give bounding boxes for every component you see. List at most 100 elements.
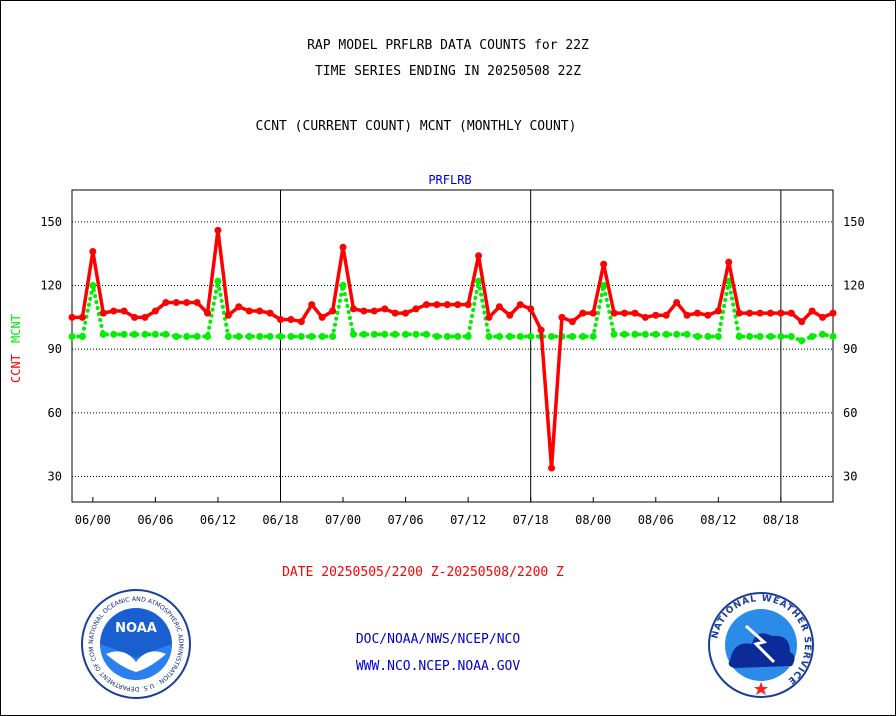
data-point-ccnt-36 bbox=[443, 301, 451, 309]
plot-frame bbox=[71, 189, 834, 503]
data-point-mcnt-46 bbox=[548, 332, 556, 340]
data-point-mcnt-68 bbox=[777, 332, 785, 340]
x-tick-label-07/18: 07/18 bbox=[513, 513, 549, 527]
series-layer bbox=[68, 226, 837, 472]
data-point-mcnt-22 bbox=[297, 332, 305, 340]
data-point-mcnt-2 bbox=[89, 282, 97, 290]
data-point-ccnt-8 bbox=[151, 307, 159, 315]
data-point-ccnt-0 bbox=[68, 313, 76, 321]
data-point-ccnt-5 bbox=[120, 307, 128, 315]
data-point-mcnt-66 bbox=[756, 332, 764, 340]
data-point-ccnt-69 bbox=[787, 309, 795, 317]
data-point-mcnt-17 bbox=[245, 332, 253, 340]
data-point-ccnt-7 bbox=[141, 313, 149, 321]
data-point-ccnt-21 bbox=[287, 315, 295, 323]
data-point-ccnt-29 bbox=[370, 307, 378, 315]
data-point-mcnt-34 bbox=[422, 330, 430, 338]
data-point-mcnt-49 bbox=[579, 332, 587, 340]
data-point-ccnt-64 bbox=[735, 309, 743, 317]
x-tick-label-06/06: 06/06 bbox=[137, 513, 173, 527]
data-point-mcnt-29 bbox=[370, 330, 378, 338]
noaa-logo-text: NOAA bbox=[115, 621, 157, 636]
data-point-ccnt-39 bbox=[475, 252, 483, 260]
x-tick-label-08/18: 08/18 bbox=[763, 513, 799, 527]
data-point-ccnt-20 bbox=[276, 315, 284, 323]
credit-line-1: DOC/NOAA/NWS/NCEP/NCO bbox=[355, 632, 521, 647]
data-point-mcnt-23 bbox=[308, 332, 316, 340]
data-point-ccnt-31 bbox=[391, 309, 399, 317]
data-point-ccnt-33 bbox=[412, 305, 420, 313]
x-tick-label-08/12: 08/12 bbox=[700, 513, 736, 527]
data-point-ccnt-35 bbox=[433, 301, 441, 309]
data-point-ccnt-18 bbox=[256, 307, 264, 315]
data-point-ccnt-27 bbox=[349, 305, 357, 313]
data-point-ccnt-41 bbox=[495, 303, 503, 311]
data-point-mcnt-53 bbox=[621, 330, 629, 338]
data-point-mcnt-71 bbox=[808, 332, 816, 340]
data-point-mcnt-15 bbox=[224, 332, 232, 340]
data-point-ccnt-67 bbox=[766, 309, 774, 317]
legend-subtitle: CCNT (CURRENT COUNT) MCNT (MONTHLY COUNT… bbox=[255, 119, 577, 134]
data-point-ccnt-28 bbox=[360, 307, 368, 315]
data-point-mcnt-27 bbox=[349, 330, 357, 338]
page-title-line1: RAP MODEL PRFLRB DATA COUNTS for 22Z bbox=[307, 38, 589, 53]
data-point-ccnt-60 bbox=[693, 309, 701, 317]
data-point-mcnt-40 bbox=[485, 332, 493, 340]
data-point-mcnt-51 bbox=[600, 282, 608, 290]
data-point-mcnt-43 bbox=[516, 332, 524, 340]
data-point-ccnt-73 bbox=[829, 309, 837, 317]
data-point-mcnt-3 bbox=[99, 330, 107, 338]
data-point-ccnt-53 bbox=[621, 309, 629, 317]
data-point-mcnt-1 bbox=[78, 332, 86, 340]
data-point-ccnt-46 bbox=[548, 464, 556, 472]
credit-line-2: WWW.NCO.NCEP.NOAA.GOV bbox=[355, 659, 521, 674]
y-tick-label-right-90: 90 bbox=[843, 342, 857, 356]
data-point-ccnt-6 bbox=[131, 313, 139, 321]
data-point-mcnt-72 bbox=[819, 330, 827, 338]
data-point-mcnt-24 bbox=[318, 332, 326, 340]
x-tick-label-06/12: 06/12 bbox=[200, 513, 236, 527]
data-point-ccnt-1 bbox=[78, 313, 86, 321]
data-point-mcnt-55 bbox=[641, 330, 649, 338]
data-point-ccnt-48 bbox=[568, 318, 576, 326]
data-point-mcnt-44 bbox=[527, 332, 535, 340]
data-point-mcnt-28 bbox=[360, 330, 368, 338]
data-point-ccnt-14 bbox=[214, 226, 222, 234]
data-point-mcnt-6 bbox=[131, 330, 139, 338]
data-point-ccnt-3 bbox=[99, 309, 107, 317]
data-point-mcnt-16 bbox=[235, 332, 243, 340]
data-point-mcnt-14 bbox=[214, 277, 222, 285]
data-point-ccnt-44 bbox=[527, 305, 535, 313]
data-point-ccnt-24 bbox=[318, 313, 326, 321]
data-point-mcnt-8 bbox=[151, 330, 159, 338]
x-tick-label-07/00: 07/00 bbox=[325, 513, 361, 527]
data-point-ccnt-32 bbox=[402, 309, 410, 317]
data-point-ccnt-38 bbox=[464, 301, 472, 309]
data-point-ccnt-17 bbox=[245, 307, 253, 315]
data-point-ccnt-47 bbox=[558, 313, 566, 321]
data-point-ccnt-52 bbox=[610, 309, 618, 317]
data-point-mcnt-70 bbox=[798, 337, 806, 345]
data-point-mcnt-26 bbox=[339, 282, 347, 290]
data-point-mcnt-4 bbox=[110, 330, 118, 338]
data-point-ccnt-68 bbox=[777, 309, 785, 317]
data-point-mcnt-30 bbox=[381, 330, 389, 338]
data-point-mcnt-31 bbox=[391, 330, 399, 338]
data-point-mcnt-59 bbox=[683, 330, 691, 338]
x-tick-label-08/00: 08/00 bbox=[575, 513, 611, 527]
data-point-mcnt-41 bbox=[495, 332, 503, 340]
data-point-ccnt-30 bbox=[381, 305, 389, 313]
data-point-mcnt-57 bbox=[662, 330, 670, 338]
x-tick-label-07/12: 07/12 bbox=[450, 513, 486, 527]
data-point-ccnt-40 bbox=[485, 313, 493, 321]
data-point-ccnt-11 bbox=[183, 298, 191, 306]
data-point-mcnt-33 bbox=[412, 330, 420, 338]
data-point-ccnt-26 bbox=[339, 243, 347, 251]
data-point-ccnt-71 bbox=[808, 307, 816, 315]
data-point-mcnt-19 bbox=[266, 332, 274, 340]
data-point-mcnt-36 bbox=[443, 332, 451, 340]
data-point-ccnt-9 bbox=[162, 298, 170, 306]
data-point-mcnt-39 bbox=[475, 277, 483, 285]
data-point-mcnt-35 bbox=[433, 332, 441, 340]
